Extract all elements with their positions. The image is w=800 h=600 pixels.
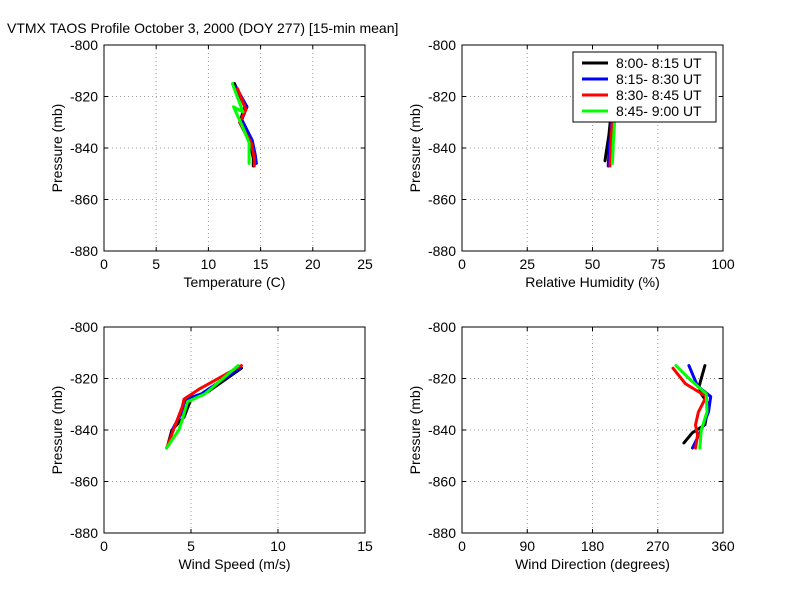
wind-speed-axes-frame: [103, 326, 366, 534]
wind-speed-xtick-label: 0: [100, 538, 108, 554]
wind-speed-series-line-4: [165, 364, 240, 450]
wind-speed-xtick-label: 5: [187, 538, 195, 554]
wind-speed-series-line-2: [166, 366, 242, 447]
wind-speed-ylabel: Pressure (mb): [49, 386, 65, 475]
legend-label: 8:00- 8:15 UT: [616, 55, 702, 71]
wind-direction-ytick-label: -880: [428, 525, 456, 541]
wind-direction-xtick-label: 360: [711, 538, 735, 554]
wind-direction-xtick-label: 270: [646, 538, 670, 554]
wind-speed-series-line-3: [165, 364, 243, 450]
wind-direction-ytick-label: -820: [428, 371, 456, 387]
relative-humidity-ytick-label: -820: [428, 89, 456, 105]
wind-speed-ytick-label: -800: [70, 319, 98, 335]
relative-humidity-xtick-label: 100: [711, 256, 735, 272]
temperature-xtick-label: 5: [152, 256, 160, 272]
legend-label: 8:15- 8:30 UT: [616, 71, 702, 87]
relative-humidity-ytick-label: -860: [428, 192, 456, 208]
relative-humidity-ylabel: Pressure (mb): [407, 104, 423, 193]
wind-direction-xtick-label: 180: [581, 538, 605, 554]
relative-humidity-ytick-label: -800: [428, 37, 456, 53]
relative-humidity-xtick-label: 50: [585, 256, 601, 272]
legend: 8:00- 8:15 UT8:15- 8:30 UT8:30- 8:45 UT8…: [572, 51, 717, 123]
relative-humidity-xtick-label: 0: [458, 256, 466, 272]
figure-title: VTMX TAOS Profile October 3, 2000 (DOY 2…: [7, 20, 398, 36]
wind-direction-xlabel: Wind Direction (degrees): [515, 556, 670, 572]
temperature-xtick-label: 0: [100, 256, 108, 272]
temperature-xtick-label: 25: [357, 256, 373, 272]
temperature-panel: 0 5 10 15 20 25 -800 -820 -840 -860 -880 Temperatur…: [49, 37, 373, 290]
temperature-ytick-label: -860: [70, 192, 98, 208]
wind-speed-ytick-label: -880: [70, 525, 98, 541]
wind-speed-xlabel: Wind Speed (m/s): [178, 556, 290, 572]
temperature-xtick-label: 15: [253, 256, 269, 272]
wind-direction-ylabel: Pressure (mb): [407, 386, 423, 475]
wind-direction-xtick-label: 90: [519, 538, 535, 554]
wind-direction-xtick-label: 0: [458, 538, 466, 554]
temperature-axes-frame: [103, 44, 366, 252]
wind-speed-ytick-label: -860: [70, 474, 98, 490]
temperature-series-line-4: [230, 82, 251, 165]
temperature-xtick-label: 10: [201, 256, 217, 272]
wind-speed-panel: 0 5 10 15 -800 -820 -840 -860 -880 Wind Speed (m/…: [49, 319, 373, 572]
wind-direction-axes-frame: [461, 326, 724, 534]
wind-speed-xtick-label: 15: [357, 538, 373, 554]
wind-direction-series-line-4: [674, 364, 709, 450]
temperature-ytick-label: -880: [70, 243, 98, 259]
wind-direction-ytick-label: -800: [428, 319, 456, 335]
temperature-ytick-label: -820: [70, 89, 98, 105]
temperature-xlabel: Temperature (C): [184, 274, 286, 290]
wind-direction-ytick-label: -840: [428, 422, 456, 438]
temperature-ylabel: Pressure (mb): [49, 104, 65, 193]
temperature-xtick-label: 20: [305, 256, 321, 272]
wind-direction-series-line-3: [671, 366, 708, 450]
legend-label: 8:30- 8:45 UT: [616, 87, 702, 103]
wind-speed-ytick-label: -820: [70, 371, 98, 387]
temperature-ytick-label: -840: [70, 140, 98, 156]
relative-humidity-xtick-label: 75: [650, 256, 666, 272]
relative-humidity-ytick-label: -880: [428, 243, 456, 259]
relative-humidity-xtick-label: 25: [519, 256, 535, 272]
legend-label: 8:45- 9:00 UT: [616, 103, 702, 119]
relative-humidity-xlabel: Relative Humidity (%): [525, 274, 660, 290]
relative-humidity-ytick-label: -840: [428, 140, 456, 156]
wind-speed-xtick-label: 10: [270, 538, 286, 554]
temperature-ytick-label: -800: [70, 37, 98, 53]
wind-direction-ytick-label: -860: [428, 474, 456, 490]
wind-speed-ytick-label: -840: [70, 422, 98, 438]
wind-direction-panel: 0 90 180 270 360 -800 -820 -840 -860 -880 Wind Dir…: [407, 319, 735, 572]
